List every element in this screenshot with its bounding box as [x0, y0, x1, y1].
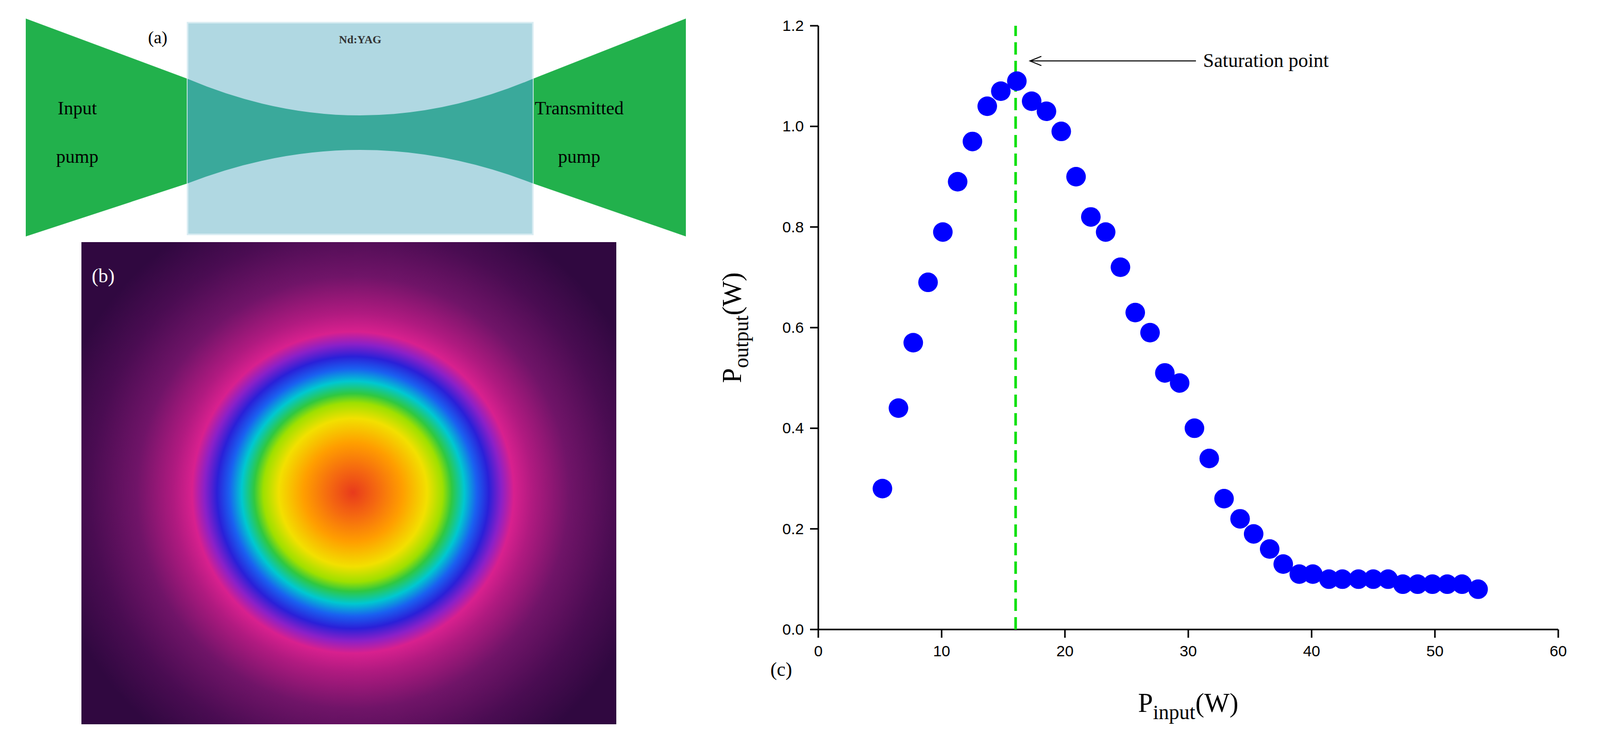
panel-label: (b)	[91, 264, 115, 288]
x-tick-label: 30	[1179, 642, 1197, 660]
data-point	[888, 398, 909, 418]
annotation: Saturation point	[1203, 49, 1329, 72]
data-point	[962, 131, 983, 152]
y-axis-title-base: P	[717, 368, 747, 384]
y-tick-label: 0.2	[782, 520, 804, 538]
output-label-line: Transmitted	[534, 97, 625, 119]
x-tick-label: 0	[814, 642, 823, 660]
panel-c: 0 10 20 30 40 50 60 0.0 0.2 0.4 0.6 0.8 1.0 1.2 Pinput…	[717, 17, 1568, 724]
data-point	[947, 172, 968, 192]
panel-label: (c)	[770, 658, 793, 681]
x-tick-label: 60	[1549, 642, 1567, 660]
data-point	[872, 479, 892, 499]
x-tick-label: 50	[1426, 642, 1444, 660]
y-tick-label: 1.2	[782, 17, 804, 35]
input-label-line: pump	[56, 146, 99, 167]
x-tick-label: 40	[1303, 642, 1321, 660]
data-point	[1199, 448, 1220, 469]
data-point	[1169, 373, 1190, 393]
data-point	[1066, 166, 1086, 187]
y-tick	[810, 25, 819, 27]
x-axis-title-base: P	[1138, 688, 1154, 718]
y-axis-title: Poutput(W)	[717, 272, 753, 384]
data-point	[1214, 489, 1234, 509]
y-tick	[810, 226, 819, 228]
y-axis-title-suffix: (W)	[717, 272, 748, 316]
data-point	[918, 272, 938, 293]
data-point	[1184, 418, 1205, 439]
x-tick	[1064, 629, 1066, 638]
data-point	[977, 96, 998, 116]
y-tick	[810, 125, 819, 128]
data-point	[933, 222, 953, 242]
output-label-line: pump	[558, 146, 601, 167]
input-label-line: Input	[57, 97, 97, 119]
data-point	[1468, 579, 1488, 600]
data-point	[1081, 207, 1101, 227]
data-point	[1110, 257, 1131, 278]
data-point	[1051, 121, 1071, 142]
input-label: Input pump	[56, 97, 99, 167]
crystal-label: Nd:YAG	[339, 32, 382, 46]
data-point	[1006, 71, 1027, 91]
y-tick	[810, 528, 819, 530]
x-tick	[940, 629, 943, 638]
y-tick-label: 0.8	[782, 218, 804, 236]
y-tick	[810, 629, 819, 631]
data-point	[1243, 524, 1264, 544]
data-point	[1096, 222, 1116, 242]
y-tick-label: 1.0	[782, 117, 804, 135]
pump-beam	[25, 18, 686, 237]
x-axis-title-suffix: (W)	[1195, 688, 1239, 719]
output-label: Transmitted pump	[534, 97, 625, 167]
plot-area	[872, 25, 1488, 630]
panel-label: (a)	[147, 27, 168, 48]
y-tick-label: 0.6	[782, 318, 804, 336]
x-tick-label: 20	[1056, 642, 1074, 660]
data-point	[1259, 539, 1280, 560]
pump-beam-in-crystal	[187, 22, 533, 235]
data-point	[903, 332, 923, 353]
x-tick	[1557, 629, 1560, 638]
data-point	[1140, 323, 1160, 343]
y-tick	[810, 327, 819, 329]
y-axis-title-sub: output	[729, 315, 753, 368]
y-tick	[810, 427, 819, 430]
data-point	[1125, 302, 1145, 323]
x-tick	[1187, 629, 1190, 638]
x-tick	[817, 629, 820, 638]
y-tick-label: 0.4	[782, 419, 804, 437]
x-tick	[1310, 629, 1313, 638]
x-tick	[1434, 629, 1436, 638]
y-tick-label: 0.0	[782, 620, 804, 638]
data-point	[1036, 101, 1057, 122]
panel-b: (b)	[81, 242, 617, 725]
annotation-arrowhead	[1030, 56, 1042, 66]
x-axis-title: Pinput(W)	[1138, 688, 1239, 724]
figure: (a) Nd:YAG Input pump Transmitted pump (b) 0 10 2…	[0, 0, 1600, 732]
x-axis-title-sub: input	[1152, 700, 1195, 724]
beam-image	[81, 242, 617, 725]
saturation-line	[1014, 25, 1017, 630]
panel-a: (a) Nd:YAG Input pump Transmitted pump	[25, 18, 686, 237]
x-tick-label: 10	[933, 642, 951, 660]
data-point	[1230, 509, 1251, 529]
annotation-arrow	[1030, 60, 1197, 62]
